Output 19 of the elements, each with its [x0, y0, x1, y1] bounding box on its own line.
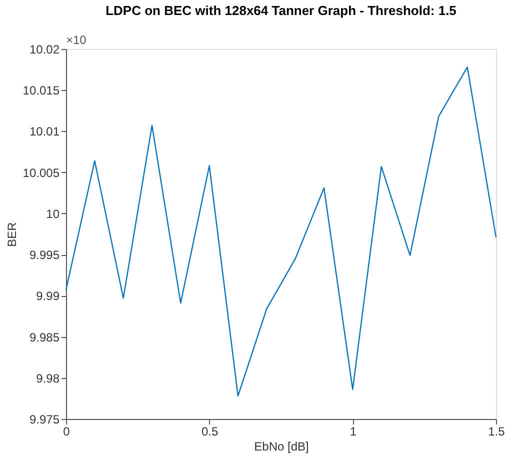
y-tick-label: 9.975	[29, 412, 60, 426]
y-tick-label: 9.995	[29, 248, 60, 262]
y-tick-label: 10.015	[22, 84, 60, 98]
y-tick-label: 9.98	[36, 371, 60, 386]
x-tick-label: 1	[350, 424, 357, 438]
x-tick-label: 0.5	[201, 424, 218, 438]
x-tick-label: 1.5	[488, 424, 506, 438]
y-tick-label: 9.99	[36, 289, 60, 304]
text: ×10	[66, 33, 87, 47]
y-tick-label: 10.02	[29, 42, 60, 56]
x-axis-title: EbNo [dB]	[254, 440, 309, 454]
y-axis-title: BER	[4, 222, 19, 247]
line-series	[65, 66, 497, 397]
y-tick-label: 9.985	[29, 330, 60, 344]
y-tick-label: 10.005	[22, 166, 60, 180]
y-tick-label: 10	[46, 206, 60, 221]
chart-title: LDPC on BEC with 128x64 Tanner Graph - Threshold: 1.5	[106, 3, 456, 18]
x-tick-label: 0	[63, 424, 70, 438]
y-tick-label: 10.01	[29, 124, 60, 139]
